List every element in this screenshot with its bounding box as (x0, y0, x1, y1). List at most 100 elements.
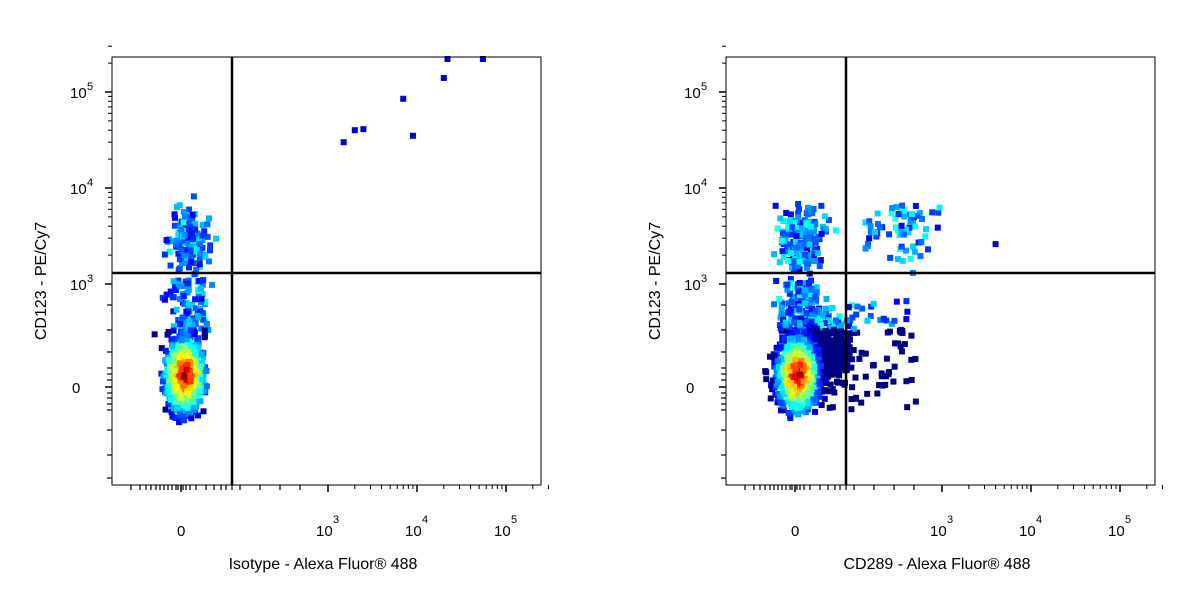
event-dot (854, 329, 861, 336)
y-tick-exponent: 4 (87, 177, 93, 189)
event-dot (200, 372, 207, 379)
event-dot (785, 361, 792, 368)
event-dot (777, 215, 784, 222)
event-dot (763, 369, 770, 376)
x-tick-exponent: 5 (1125, 514, 1131, 526)
event-dot (889, 205, 896, 212)
event-dot (199, 310, 206, 317)
event-dot (780, 370, 787, 377)
event-dot (795, 225, 802, 232)
event-dot (795, 214, 802, 221)
event-dot (804, 336, 811, 343)
event-dot (814, 389, 821, 396)
event-dot (207, 242, 214, 249)
event-dot (164, 331, 171, 338)
event-dot (180, 292, 187, 299)
event-dot (901, 231, 908, 238)
event-dot (876, 224, 883, 231)
event-dot (795, 396, 802, 403)
event-dot (172, 347, 179, 354)
event-dot (813, 288, 820, 295)
event-dot (171, 377, 178, 384)
event-dot (195, 341, 202, 348)
event-dot (862, 219, 869, 226)
event-dot (777, 407, 784, 414)
event-dot (171, 356, 178, 363)
event-dot (175, 277, 182, 284)
event-dot (809, 368, 816, 375)
event-dot (177, 321, 184, 328)
event-dot (788, 299, 795, 306)
event-dot (181, 232, 188, 239)
event-dot (169, 342, 176, 349)
event-dot (845, 304, 852, 311)
event-dot (209, 281, 216, 288)
event-dot (816, 263, 823, 270)
event-dot (858, 399, 865, 406)
event-dot (878, 373, 885, 380)
event-dot (801, 251, 808, 258)
event-dot (888, 320, 895, 327)
event-dot (848, 356, 855, 363)
event-dot (846, 333, 853, 340)
event-dot (897, 343, 904, 350)
event-dot (167, 382, 174, 389)
event-dot (790, 329, 797, 336)
event-dot (176, 354, 183, 361)
event-dot (185, 302, 192, 309)
event-dot (834, 358, 841, 365)
y-tick-label: 0 (686, 380, 694, 397)
event-dot (909, 210, 916, 217)
event-dot (805, 260, 812, 267)
event-dot (778, 309, 785, 316)
event-dot (199, 232, 206, 239)
event-dot (836, 372, 843, 379)
event-dot (203, 367, 210, 374)
event-dot (180, 395, 187, 402)
event-dot (173, 287, 180, 294)
event-dot (173, 384, 180, 391)
event-dot (812, 378, 819, 385)
event-dot (901, 341, 908, 348)
event-dot (200, 277, 207, 284)
event-dot (836, 313, 843, 320)
event-dot (203, 383, 210, 390)
event-dot (896, 327, 903, 334)
event-dot (777, 375, 784, 382)
event-dot (804, 246, 811, 253)
event-dot (774, 225, 781, 232)
event-dot (784, 242, 791, 249)
event-dot (174, 405, 181, 412)
event-dot (849, 314, 856, 321)
event-dot (912, 202, 919, 209)
event-dot (187, 359, 194, 366)
event-dot (791, 315, 798, 322)
event-dot (171, 388, 178, 395)
event-dot (793, 362, 800, 369)
event-dot (798, 357, 805, 364)
event-dot (936, 204, 943, 211)
event-dot (854, 303, 861, 310)
event-dot (811, 250, 818, 257)
event-dot (898, 243, 905, 250)
event-dot (783, 210, 790, 217)
event-dot (895, 228, 902, 235)
event-dot (779, 230, 786, 237)
event-dot (178, 226, 185, 233)
event-dot (817, 337, 824, 344)
event-dot (183, 335, 190, 342)
event-dot (826, 404, 833, 411)
event-dot (200, 316, 207, 323)
event-dot (809, 338, 816, 345)
event-dot (796, 258, 803, 265)
event-dot (794, 263, 801, 270)
event-dot (809, 305, 816, 312)
event-dot (883, 355, 890, 362)
event-dot (199, 237, 206, 244)
event-dot (862, 350, 869, 357)
event-dot (862, 245, 869, 252)
event-dot (804, 356, 811, 363)
event-dot (825, 305, 832, 312)
event-dot (877, 317, 884, 324)
event-dot (819, 388, 826, 395)
